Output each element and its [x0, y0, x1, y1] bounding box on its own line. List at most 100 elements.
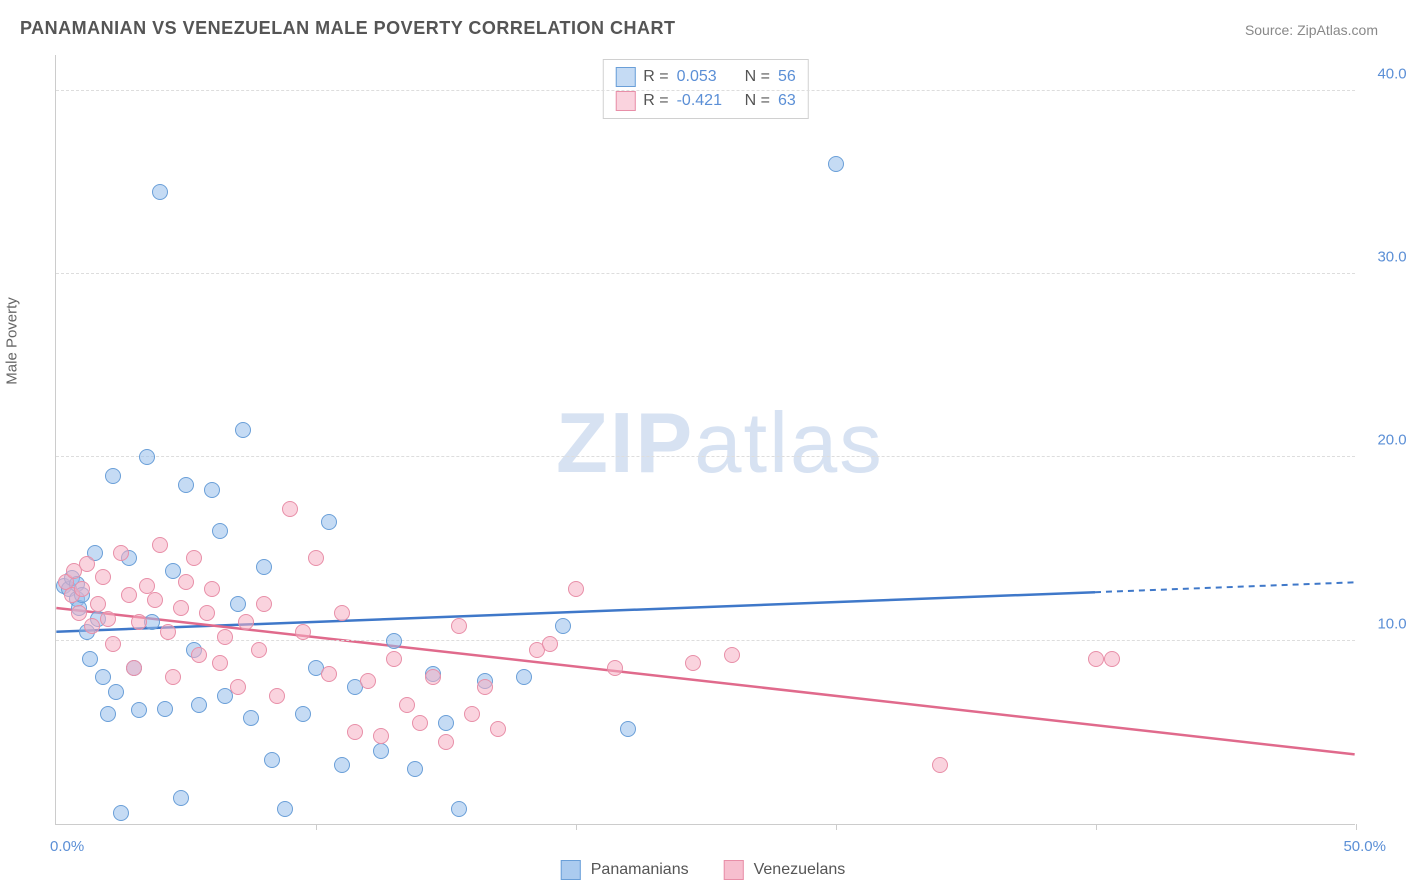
data-point: [620, 721, 636, 737]
n-value: 63: [778, 92, 796, 110]
y-tick-label: 30.0%: [1377, 249, 1406, 266]
data-point: [386, 633, 402, 649]
correlation-legend-row: R =0.053N =56: [615, 65, 795, 89]
data-point: [139, 449, 155, 465]
legend-swatch: [724, 860, 744, 880]
data-point: [121, 587, 137, 603]
n-label: N =: [745, 92, 770, 110]
data-point: [334, 757, 350, 773]
data-point: [84, 618, 100, 634]
trend-lines-layer: [56, 55, 1355, 824]
data-point: [100, 611, 116, 627]
trend-line: [56, 608, 1354, 754]
data-point: [464, 706, 480, 722]
data-point: [399, 697, 415, 713]
data-point: [113, 545, 129, 561]
data-point: [79, 556, 95, 572]
data-point: [269, 688, 285, 704]
data-point: [407, 761, 423, 777]
data-point: [199, 605, 215, 621]
data-point: [295, 624, 311, 640]
data-point: [165, 669, 181, 685]
data-point: [186, 550, 202, 566]
data-point: [131, 702, 147, 718]
data-point: [373, 728, 389, 744]
x-tick: [576, 824, 577, 830]
data-point: [412, 715, 428, 731]
data-point: [212, 655, 228, 671]
data-point: [347, 724, 363, 740]
data-point: [477, 679, 493, 695]
data-point: [724, 647, 740, 663]
gridline: [56, 456, 1355, 457]
data-point: [1088, 651, 1104, 667]
data-point: [451, 618, 467, 634]
data-point: [131, 614, 147, 630]
data-point: [82, 651, 98, 667]
data-point: [360, 673, 376, 689]
data-point: [204, 581, 220, 597]
data-point: [178, 477, 194, 493]
r-value: -0.421: [677, 92, 737, 110]
gridline: [56, 640, 1355, 641]
data-point: [555, 618, 571, 634]
data-point: [204, 482, 220, 498]
data-point: [212, 523, 228, 539]
series-legend: Panamanians Venezuelans: [561, 860, 845, 880]
data-point: [95, 669, 111, 685]
y-tick-label: 40.0%: [1377, 65, 1406, 82]
x-axis-max-label: 50.0%: [1343, 838, 1386, 855]
data-point: [71, 605, 87, 621]
y-tick-label: 10.0%: [1377, 615, 1406, 632]
data-point: [321, 514, 337, 530]
data-point: [425, 669, 441, 685]
data-point: [568, 581, 584, 597]
data-point: [308, 550, 324, 566]
y-tick-label: 20.0%: [1377, 432, 1406, 449]
plot-area: ZIPatlas R =0.053N =56R =-0.421N =63 10.…: [55, 55, 1355, 825]
data-point: [235, 422, 251, 438]
data-point: [277, 801, 293, 817]
data-point: [685, 655, 701, 671]
data-point: [152, 537, 168, 553]
data-point: [152, 184, 168, 200]
data-point: [542, 636, 558, 652]
data-point: [100, 706, 116, 722]
data-point: [438, 734, 454, 750]
x-tick: [836, 824, 837, 830]
watermark-bold: ZIP: [556, 396, 694, 491]
data-point: [191, 647, 207, 663]
x-axis-min-label: 0.0%: [50, 838, 84, 855]
gridline: [56, 273, 1355, 274]
gridline: [56, 90, 1355, 91]
data-point: [256, 596, 272, 612]
data-point: [828, 156, 844, 172]
data-point: [516, 669, 532, 685]
data-point: [282, 501, 298, 517]
data-point: [191, 697, 207, 713]
data-point: [108, 684, 124, 700]
r-value: 0.053: [677, 68, 737, 86]
data-point: [295, 706, 311, 722]
data-point: [217, 629, 233, 645]
data-point: [334, 605, 350, 621]
series-legend-label: Panamanians: [591, 861, 689, 879]
n-label: N =: [745, 68, 770, 86]
data-point: [126, 660, 142, 676]
source-label: Source: ZipAtlas.com: [1245, 22, 1378, 38]
y-axis-label: Male Poverty: [4, 297, 21, 385]
data-point: [105, 636, 121, 652]
data-point: [607, 660, 623, 676]
data-point: [438, 715, 454, 731]
data-point: [238, 614, 254, 630]
data-point: [105, 468, 121, 484]
series-legend-item: Panamanians: [561, 860, 689, 880]
data-point: [173, 600, 189, 616]
legend-swatch: [561, 860, 581, 880]
x-tick: [1096, 824, 1097, 830]
data-point: [490, 721, 506, 737]
r-label: R =: [643, 68, 668, 86]
x-tick: [1356, 824, 1357, 830]
series-legend-label: Venezuelans: [754, 861, 846, 879]
series-legend-item: Venezuelans: [724, 860, 846, 880]
